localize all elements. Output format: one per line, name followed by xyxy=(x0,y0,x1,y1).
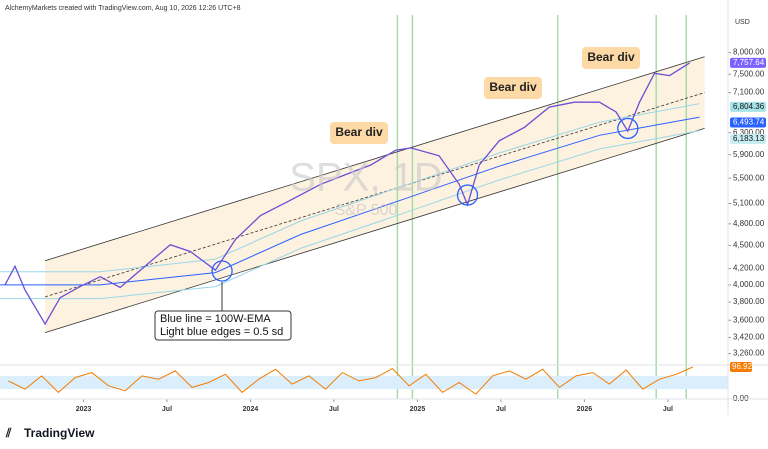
x-tick-label: Jul xyxy=(496,406,506,413)
plot-area: 8,000.00 7,500.00 7,100.00 6,300.00 5,900.00… xyxy=(0,0,768,415)
y-tick-label: 5,900.00 xyxy=(733,150,765,159)
price-label-box xyxy=(730,133,766,144)
price-label: 7,757.64 xyxy=(733,58,765,67)
y-tick-label: 4,500.00 xyxy=(733,241,765,250)
logo-icon: ⫽ xyxy=(5,426,12,440)
watermark-title: SPX, 1D xyxy=(289,156,442,200)
y-tick-label: 5,100.00 xyxy=(733,199,765,208)
annotation-text: Bear div xyxy=(587,50,635,64)
ema-edge xyxy=(0,103,700,273)
price-label: 6,183.13 xyxy=(733,134,765,143)
channel-line xyxy=(44,128,705,333)
x-tick-label: Jul xyxy=(329,406,339,413)
y-tick-label: 3,420.00 xyxy=(733,333,765,342)
y-tick-label: 3,800.00 xyxy=(733,297,765,306)
price-line xyxy=(4,62,690,326)
x-tick-label: Jul xyxy=(162,406,172,413)
x-tick-label: 2025 xyxy=(410,406,426,413)
marker-circle xyxy=(211,260,233,282)
y-tick-label: 3,600.00 xyxy=(733,315,765,324)
marker-circle xyxy=(456,184,479,206)
channel-line xyxy=(44,92,705,298)
y-tick-label: 6,300.00 xyxy=(733,128,765,137)
channel-line xyxy=(44,56,705,262)
y-tick-label: 4,800.00 xyxy=(733,219,765,228)
header: AlchemyMarkets created with TradingView.… xyxy=(5,5,241,12)
logo-text: TradingView xyxy=(24,426,95,440)
logo: ⫽ TradingView xyxy=(5,426,95,440)
annotation-box xyxy=(582,47,640,69)
x-tick-label: Jul xyxy=(663,406,673,413)
annotation-text: Bear div xyxy=(335,125,383,139)
ema-edge xyxy=(0,130,700,300)
price-label: 6,493.74 xyxy=(733,118,765,127)
y-tick-label: 3,260.00 xyxy=(733,349,765,358)
note-line: Blue line = 100W-EMA xyxy=(160,313,271,325)
note-box xyxy=(154,310,292,341)
price-label-box xyxy=(730,101,766,112)
y-tick-label: 8,000.00 xyxy=(733,48,765,57)
price-label: 6,804.36 xyxy=(733,102,765,111)
annotation: Bear div Bear div Bear div xyxy=(330,47,640,144)
currency: USD xyxy=(735,19,750,26)
x-tick-label: 2026 xyxy=(577,406,593,413)
y-tick-label: 4,000.00 xyxy=(733,280,765,289)
watermark-subtitle: S&P 500 xyxy=(335,202,398,219)
marker-circle xyxy=(617,117,639,140)
y-tick-label: 4,200.00 xyxy=(733,264,765,273)
price-label-box xyxy=(730,117,766,128)
x-tick-label: 2024 xyxy=(243,406,259,413)
annotation-text: Bear div xyxy=(489,80,537,94)
y-tick-label: 7,100.00 xyxy=(733,88,765,97)
rsi-label: 96.92 xyxy=(732,362,753,371)
annotation-box xyxy=(330,122,388,144)
note-line: Light blue edges = 0.5 sd xyxy=(160,326,283,338)
y-tick-label: 5,500.00 xyxy=(733,173,765,182)
x-tick-label: 2023 xyxy=(76,406,92,413)
y-tick-label: 7,500.00 xyxy=(733,69,765,78)
ema-line xyxy=(0,116,700,286)
rsi-band xyxy=(0,375,728,390)
rsi-line xyxy=(8,366,694,395)
note: Blue line = 100W-EMA Light blue edges = … xyxy=(154,282,292,341)
price-label-box xyxy=(730,57,766,68)
annotation-box xyxy=(484,77,542,99)
rsi-label-box xyxy=(730,362,752,373)
